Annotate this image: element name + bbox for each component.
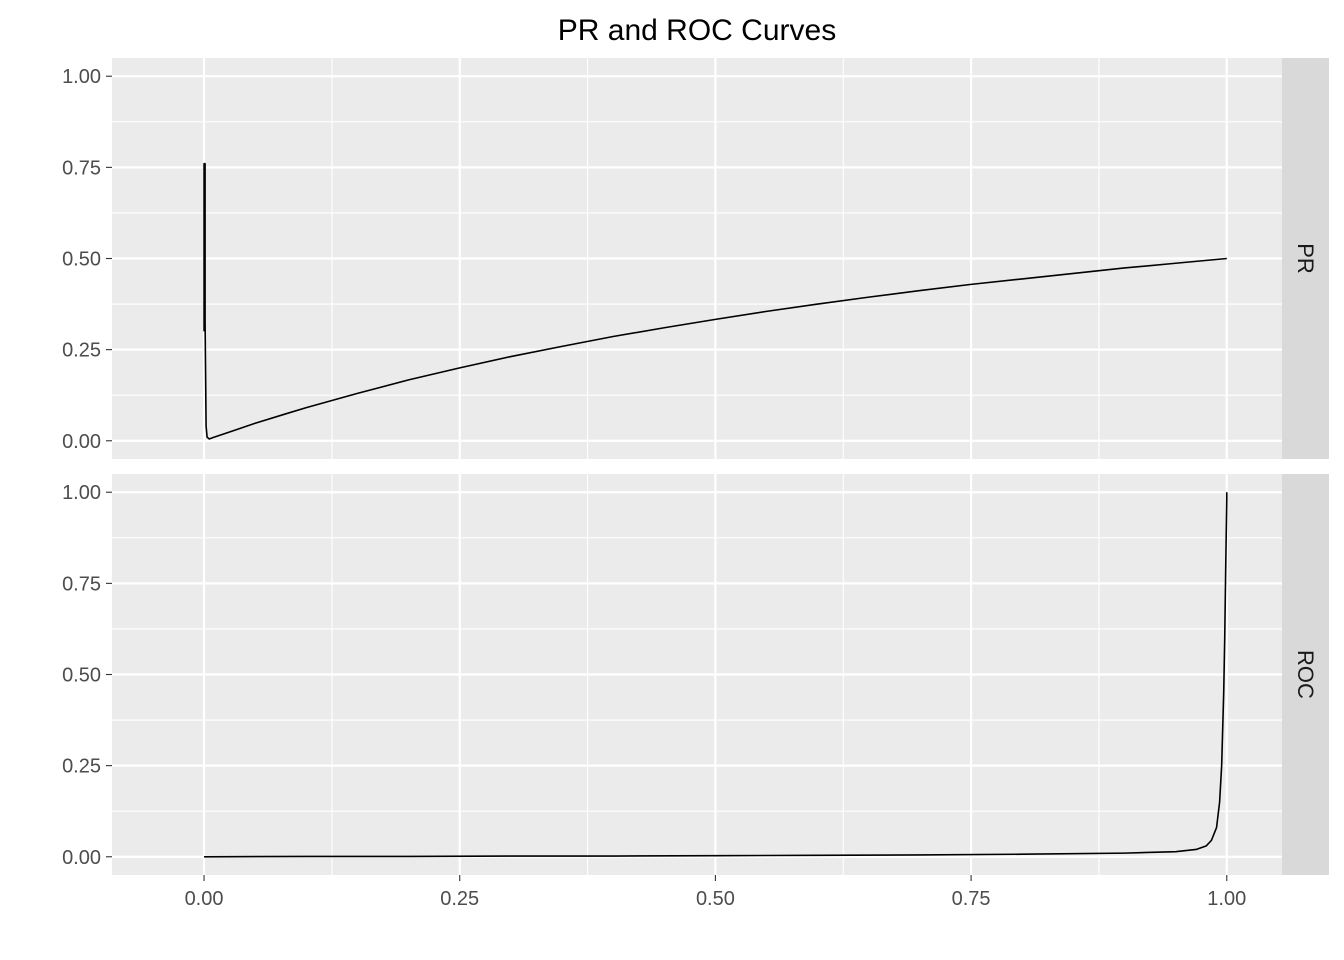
facet-strip: [1282, 58, 1329, 459]
facet-strip-label-pr: PR: [1293, 243, 1318, 274]
x-tick-label: 1.00: [1207, 888, 1246, 910]
y-tick-label: 0.50: [62, 249, 101, 271]
y-tick-label: 0.75: [62, 573, 101, 595]
panels: 0.00 0.25 0.50 0.75 1.00 PR 0.00 0.25 0.50 0.75 1.…: [62, 58, 1329, 875]
series-line-roc: [204, 492, 1228, 858]
facet-strip: [1282, 474, 1329, 875]
y-tick-label: 0.50: [62, 665, 101, 687]
panel-roc: 0.00 0.25 0.50 0.75 1.00 ROC: [62, 474, 1329, 875]
y-tick-label: 0.00: [62, 847, 101, 869]
y-tick-label: 0.75: [62, 157, 101, 179]
y-tick-label: 1.00: [62, 482, 101, 504]
x-axis: 0.00 0.25 0.50 0.75 1.00: [185, 875, 1246, 910]
panel-pr: 0.00 0.25 0.50 0.75 1.00 PR: [62, 58, 1329, 459]
series-line-pr: [203, 162, 1227, 440]
y-tick-label: 0.25: [62, 756, 101, 778]
facet-strip-label-roc: ROC: [1293, 650, 1318, 699]
chart-title: PR and ROC Curves: [558, 14, 836, 47]
x-tick-label: 0.75: [952, 888, 991, 910]
x-tick-label: 0.00: [185, 888, 224, 910]
x-tick-label: 0.50: [696, 888, 735, 910]
y-tick-label: 1.00: [62, 66, 101, 88]
x-tick-label: 0.25: [440, 888, 479, 910]
y-tick-label: 0.00: [62, 431, 101, 453]
y-tick-label: 0.25: [62, 340, 101, 362]
